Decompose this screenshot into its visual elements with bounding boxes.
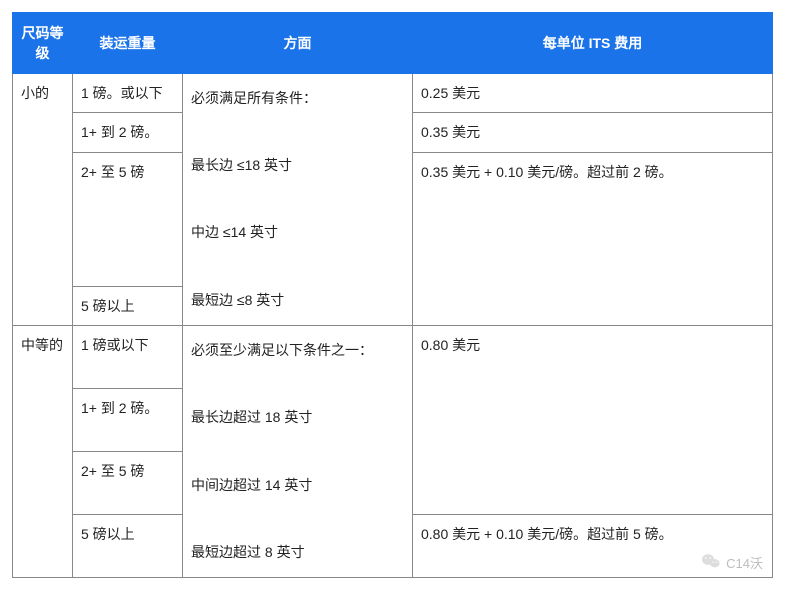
col-dim: 方面 [183,13,413,74]
small-weight-2: 2+ 至 5 磅 [73,152,183,286]
col-weight: 装运重量 [73,13,183,74]
medium-dim: 必须至少满足以下条件之一： 最长边超过 18 英寸 中间边超过 14 英寸 最短… [183,326,413,578]
table-row: 中等的 1 磅或以下 必须至少满足以下条件之一： 最长边超过 18 英寸 中间边… [13,326,773,389]
small-fee-23: 0.35 美元 + 0.10 美元/磅。超过前 2 磅。 [413,152,773,325]
medium-fee-012: 0.80 美元 [413,326,773,515]
table-row: 小的 1 磅。或以下 必须满足所有条件： 最长边 ≤18 英寸 中边 ≤14 英… [13,74,773,113]
size-small-label: 小的 [13,74,73,326]
table-header-row: 尺码等级 装运重量 方面 每单位 ITS 费用 [13,13,773,74]
medium-fee-3: 0.80 美元 + 0.10 美元/磅。超过前 5 磅。 [413,515,773,578]
col-fee: 每单位 ITS 费用 [413,13,773,74]
medium-weight-2: 2+ 至 5 磅 [73,452,183,515]
size-medium-label: 中等的 [13,326,73,578]
its-fee-table: 尺码等级 装运重量 方面 每单位 ITS 费用 小的 1 磅。或以下 必须满足所… [12,12,773,578]
small-fee-0: 0.25 美元 [413,74,773,113]
small-weight-3: 5 磅以上 [73,286,183,325]
medium-weight-3: 5 磅以上 [73,515,183,578]
medium-weight-1: 1+ 到 2 磅。 [73,389,183,452]
small-fee-1: 0.35 美元 [413,113,773,152]
small-weight-1: 1+ 到 2 磅。 [73,113,183,152]
small-dim: 必须满足所有条件： 最长边 ≤18 英寸 中边 ≤14 英寸 最短边 ≤8 英寸 [183,74,413,326]
small-weight-0: 1 磅。或以下 [73,74,183,113]
col-size: 尺码等级 [13,13,73,74]
medium-weight-0: 1 磅或以下 [73,326,183,389]
